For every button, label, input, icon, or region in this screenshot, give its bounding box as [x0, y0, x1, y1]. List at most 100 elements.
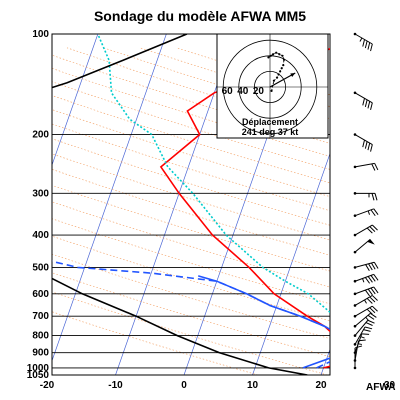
barb-station: [353, 343, 357, 346]
barb-feather: [365, 322, 373, 326]
barb-feather: [373, 208, 379, 216]
isotherm-line: [52, 34, 99, 167]
hodograph-point: [272, 53, 275, 56]
hodograph-point: [279, 70, 282, 73]
barb-station: [353, 32, 357, 36]
y-tick-label: 700: [32, 311, 49, 322]
hodograph-point: [275, 51, 278, 54]
barb-station: [353, 250, 357, 254]
barb-staff: [354, 333, 363, 353]
barb-station: [353, 304, 357, 307]
wind-barb: [353, 224, 378, 237]
barb-feather: [371, 163, 376, 171]
barb-staff: [354, 312, 371, 327]
hodograph-caption: Déplacement: [242, 117, 298, 127]
barb-station: [353, 192, 357, 195]
barb-feather: [366, 298, 373, 304]
barb-feather: [371, 305, 378, 312]
hodograph-point: [277, 73, 280, 76]
barb-feather: [364, 277, 371, 284]
dry-adiabat: [52, 153, 330, 241]
barb-feather: [368, 263, 373, 271]
dry-adiabat: [52, 138, 330, 226]
dry-adiabat: [52, 235, 330, 322]
barb-half-feather: [367, 210, 370, 215]
barb-staff: [354, 238, 371, 253]
hodograph-point: [275, 76, 279, 79]
wind-barb: [353, 326, 373, 346]
x-tick-label: 0: [181, 380, 187, 391]
barb-feather: [373, 261, 379, 269]
barb-staff: [354, 134, 373, 145]
barb-feather: [367, 142, 371, 151]
hodograph-point: [282, 64, 285, 67]
isotherm-line: [320, 348, 330, 375]
y-tick-label: 400: [32, 230, 49, 241]
grid: [52, 34, 400, 375]
barb-staff: [354, 305, 373, 317]
x-tick-label: 20: [315, 380, 327, 391]
barb-station: [353, 292, 357, 296]
storm-motion-arrow: [269, 72, 296, 88]
dry-adiabat: [52, 109, 330, 197]
barb-staff: [354, 224, 373, 236]
wind-barb: [353, 273, 379, 284]
dry-adiabat: [52, 272, 330, 358]
plot-frame: [51, 33, 331, 376]
barb-station: [353, 324, 357, 328]
y-tick-label: 200: [32, 130, 49, 141]
barb-feather: [362, 98, 366, 106]
hodograph-point: [280, 67, 283, 70]
barb-feather: [374, 163, 379, 171]
isotherm-line: [252, 152, 330, 375]
isotherm-line: [115, 34, 236, 375]
barb-feather: [364, 99, 368, 107]
storm-motion-arrowhead: [290, 73, 296, 77]
hodograph-ring-label: 40: [237, 86, 249, 97]
wind-barb: [353, 208, 379, 217]
barb-staff: [354, 326, 366, 345]
y-tick-label: 100: [32, 29, 49, 40]
dry-adiabat: [52, 218, 330, 305]
barb-feather: [369, 226, 376, 232]
barb-staff: [354, 208, 374, 217]
barb-station: [353, 91, 357, 95]
y-tick-label: 800: [32, 331, 49, 342]
dry-adiabat: [52, 185, 330, 272]
barb-feather: [364, 289, 371, 297]
wind-barb: [353, 305, 378, 318]
isotherm-line: [390, 34, 400, 375]
barb-feather: [366, 227, 373, 234]
barb-station: [353, 359, 357, 362]
barb-feather: [367, 42, 371, 50]
wind-barb: [353, 133, 373, 152]
barb-feather: [371, 295, 378, 301]
barb-feather: [370, 102, 373, 110]
dry-adiabat: [52, 123, 330, 212]
barb-feather: [367, 101, 371, 109]
hodograph-point: [269, 54, 272, 57]
hodograph-point: [278, 53, 281, 56]
barb-feather: [367, 314, 375, 320]
barb-feather: [370, 43, 373, 52]
barb-feather: [367, 288, 373, 296]
wind-barb: [353, 312, 377, 328]
barb-feather: [363, 329, 371, 332]
barb-staff: [354, 319, 369, 336]
wind-barb: [353, 261, 379, 272]
wind-barb: [353, 333, 370, 354]
wind-barb: [353, 192, 378, 201]
hodograph-caption: 241 deg 37 kt: [242, 127, 299, 137]
hodograph-point: [282, 58, 286, 61]
x-tick-label: -20: [40, 380, 55, 391]
barb-staff: [354, 295, 373, 306]
barb-feather: [374, 193, 378, 201]
barb-feather: [364, 326, 373, 330]
barb-feather: [367, 319, 375, 324]
barb-feather: [365, 264, 370, 272]
barb-station: [353, 279, 357, 283]
barb-feather: [354, 345, 363, 349]
barb-feather: [371, 224, 378, 231]
dry-adiabat: [52, 169, 330, 256]
